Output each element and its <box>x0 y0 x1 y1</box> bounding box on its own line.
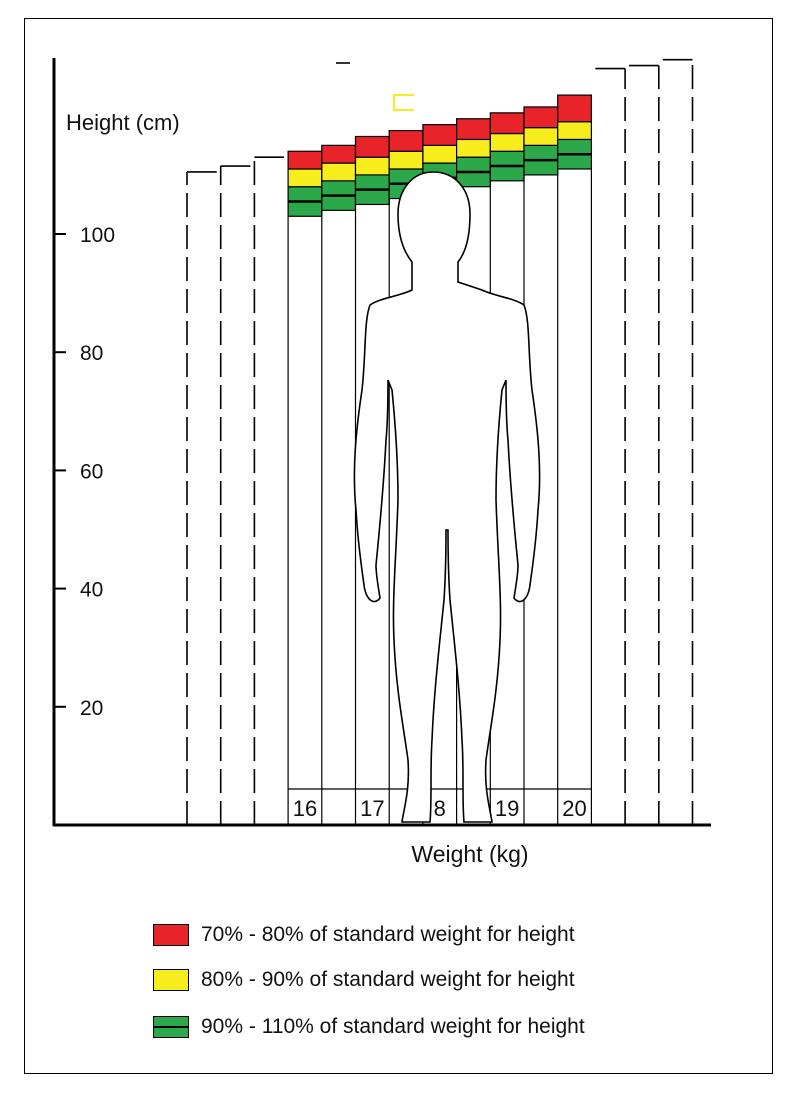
legend-item: 80% - 90% of standard weight for height <box>153 967 575 993</box>
legend-swatch <box>153 1016 189 1038</box>
red-band <box>388 129 424 152</box>
x-tick-label: 19 <box>495 796 519 821</box>
yellow-band <box>523 127 559 146</box>
legend-label: 90% - 110% of standard weight for height <box>201 1015 585 1038</box>
yellow-band <box>287 168 323 188</box>
x-tick-label: 8 <box>434 796 446 821</box>
figure-frame <box>24 18 773 1074</box>
red-band <box>287 150 323 170</box>
stray-mark-yellow <box>393 94 414 111</box>
yellow-band <box>422 144 458 164</box>
child-silhouette <box>353 171 541 823</box>
legend-swatch <box>153 969 189 991</box>
legend-label: 70% - 80% of standard weight for height <box>201 923 575 946</box>
red-band <box>321 144 357 164</box>
yellow-band <box>557 121 593 141</box>
yellow-band <box>489 132 525 152</box>
red-band <box>523 106 559 129</box>
y-tick-label: 20 <box>80 697 103 720</box>
legend-label: 80% - 90% of standard weight for height <box>201 968 575 991</box>
y-tick-label: 100 <box>80 224 115 247</box>
y-tick-label: 80 <box>80 342 103 365</box>
yellow-band <box>321 162 357 182</box>
x-axis-label: Weight (kg) <box>411 841 528 867</box>
y-tick-label: 60 <box>80 460 103 483</box>
x-tick-label: 20 <box>562 796 586 821</box>
red-band <box>557 94 593 123</box>
yellow-band <box>456 138 491 158</box>
legend-item: 70% - 80% of standard weight for height <box>153 922 575 948</box>
yellow-band <box>354 156 390 176</box>
legend-swatch <box>153 924 189 946</box>
red-band <box>489 112 525 135</box>
red-band <box>422 124 458 146</box>
x-tick-label: 17 <box>360 796 384 821</box>
red-band <box>456 118 491 141</box>
red-band <box>354 135 390 158</box>
x-tick-label: 16 <box>293 796 317 821</box>
y-axis-label: Height (cm) <box>66 110 180 135</box>
y-tick-label: 40 <box>80 579 103 602</box>
legend-swatch-midline <box>154 1026 188 1028</box>
legend-item: 90% - 110% of standard weight for height <box>153 1014 585 1040</box>
yellow-band <box>388 150 424 170</box>
